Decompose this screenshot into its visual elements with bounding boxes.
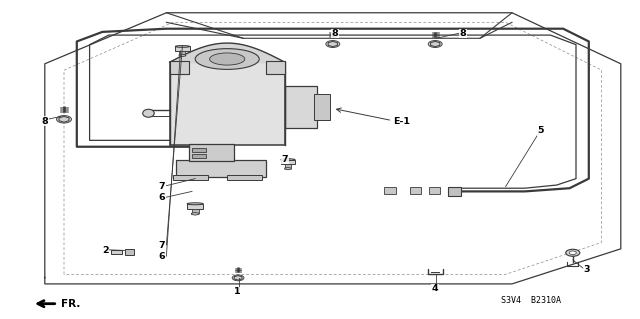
- Circle shape: [428, 41, 442, 48]
- Bar: [266, 61, 285, 74]
- Text: E-1: E-1: [394, 117, 411, 126]
- Polygon shape: [191, 212, 199, 215]
- Circle shape: [570, 251, 576, 255]
- Ellipse shape: [281, 159, 295, 160]
- Bar: [281, 160, 295, 164]
- Polygon shape: [431, 41, 440, 47]
- Text: 1: 1: [234, 287, 240, 296]
- Circle shape: [566, 249, 580, 256]
- Text: 2: 2: [102, 246, 109, 255]
- Bar: [192, 148, 206, 152]
- Bar: [314, 94, 330, 120]
- Bar: [189, 144, 234, 161]
- Ellipse shape: [210, 53, 244, 65]
- Bar: [192, 209, 198, 213]
- Circle shape: [326, 41, 340, 48]
- Polygon shape: [234, 276, 242, 280]
- Bar: [170, 62, 285, 145]
- Text: 7: 7: [282, 155, 288, 164]
- Text: 8: 8: [460, 29, 467, 38]
- Text: 7: 7: [159, 182, 165, 191]
- Bar: [111, 250, 122, 254]
- Ellipse shape: [195, 49, 259, 70]
- Ellipse shape: [175, 46, 189, 47]
- Ellipse shape: [143, 109, 154, 117]
- Text: FR.: FR.: [61, 299, 80, 309]
- Bar: [429, 187, 440, 194]
- Polygon shape: [328, 41, 337, 47]
- Polygon shape: [179, 54, 186, 56]
- Text: 3: 3: [584, 265, 590, 274]
- Bar: [170, 61, 189, 74]
- Text: 6: 6: [159, 193, 165, 202]
- Bar: [410, 187, 421, 194]
- Bar: [175, 47, 189, 51]
- Text: 7: 7: [159, 241, 165, 250]
- Text: S3V4  B2310A: S3V4 B2310A: [501, 296, 561, 305]
- Bar: [285, 164, 291, 168]
- Bar: [125, 249, 134, 255]
- Text: 8: 8: [42, 117, 49, 126]
- Text: 6: 6: [159, 252, 165, 261]
- Bar: [448, 187, 461, 196]
- Circle shape: [232, 275, 244, 281]
- Bar: [179, 51, 186, 55]
- Bar: [176, 160, 266, 177]
- Bar: [285, 86, 317, 128]
- Polygon shape: [59, 116, 69, 122]
- Polygon shape: [285, 167, 291, 170]
- Circle shape: [56, 115, 72, 123]
- Bar: [173, 175, 208, 180]
- Text: 5: 5: [538, 126, 544, 135]
- Text: 8: 8: [332, 29, 339, 38]
- Bar: [192, 154, 206, 158]
- Bar: [187, 204, 204, 209]
- Bar: [227, 175, 262, 180]
- FancyArrowPatch shape: [38, 300, 55, 307]
- Text: 4: 4: [432, 284, 438, 293]
- Bar: [384, 187, 396, 194]
- Ellipse shape: [187, 203, 204, 205]
